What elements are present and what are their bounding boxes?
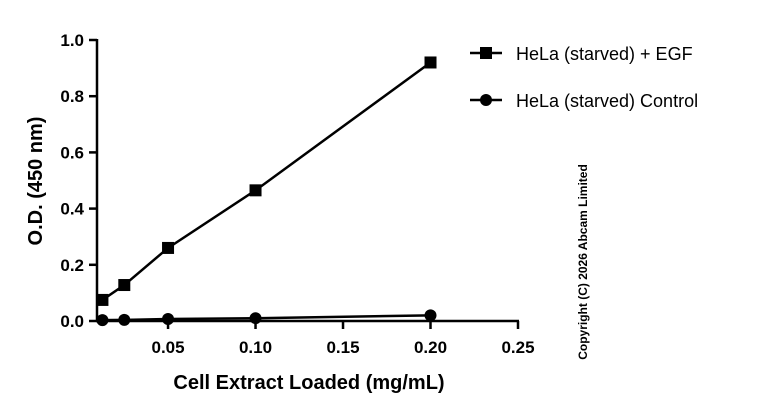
legend-marker: [480, 47, 492, 59]
x-tick-label: 0.05: [151, 338, 184, 357]
series-line-1: [102, 314, 431, 322]
data-point: [249, 184, 262, 197]
x-tick-label: 0.15: [326, 338, 359, 357]
data-point: [162, 241, 175, 254]
x-tick-label: 0.10: [239, 338, 272, 357]
series-group: [96, 56, 437, 327]
legend-marker: [480, 94, 492, 106]
data-point: [118, 279, 131, 292]
y-tick-label: 0.0: [60, 312, 84, 331]
y-tick-label: 0.6: [60, 143, 84, 162]
x-tick-label: 0.25: [501, 338, 534, 357]
legend: HeLa (starved) + EGF HeLa (starved) Contr…: [470, 44, 698, 111]
copyright-annotation: Copyright (C) 2026 Abcam Limited: [576, 164, 590, 360]
x-axis-label: Cell Extract Loaded (mg/mL): [173, 372, 444, 394]
data-point: [249, 312, 262, 325]
legend-label: HeLa (starved) Control: [516, 91, 698, 111]
y-tick-label: 0.4: [60, 200, 84, 219]
data-point: [162, 313, 175, 326]
x-tick-label: 0.20: [414, 338, 447, 357]
series-line-0: [101, 61, 432, 301]
legend-label: HeLa (starved) + EGF: [516, 44, 693, 64]
data-point: [424, 309, 437, 322]
data-point: [424, 56, 437, 69]
axes: 0.0 0.2 0.4 0.6 0.8 1.0 0.05 0.10 0.15 0.20 0.25: [60, 31, 534, 357]
data-point: [118, 313, 131, 326]
data-point: [96, 293, 109, 306]
y-axis-label: O.D. (450 nm): [25, 117, 47, 246]
y-tick-label: 1.0: [60, 31, 84, 50]
data-point: [96, 314, 109, 327]
y-tick-label: 0.2: [60, 256, 84, 275]
y-tick-label: 0.8: [60, 87, 84, 106]
